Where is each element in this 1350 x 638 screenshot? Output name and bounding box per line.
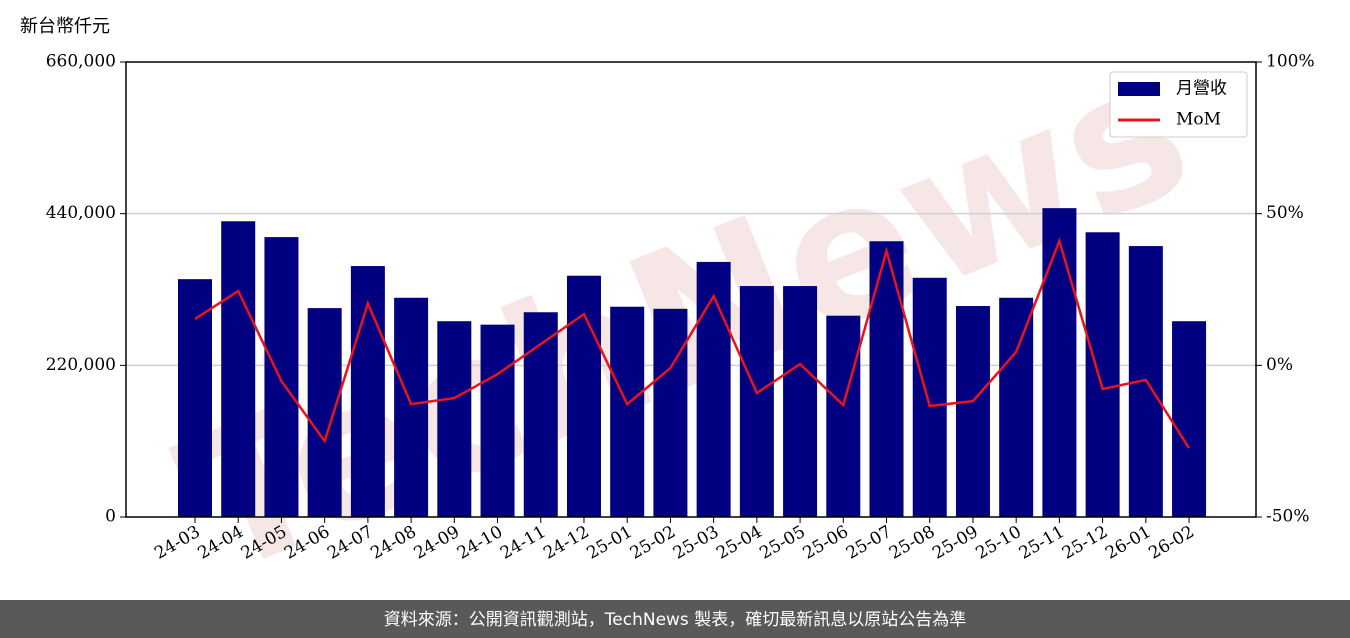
y-tick-label: 220,000: [46, 355, 116, 375]
x-tick-label: 25-08: [886, 522, 938, 564]
bar: [999, 297, 1034, 517]
bar: [566, 275, 601, 517]
bar: [610, 306, 645, 517]
line: [194, 237, 1191, 449]
bar: [221, 221, 256, 517]
y-tick-label: 440,000: [46, 203, 116, 223]
bar: [1172, 321, 1207, 517]
bar: [739, 286, 774, 517]
y-axis-label: 新台幣仟元: [20, 16, 110, 37]
x-tick-label: 25-05: [756, 522, 808, 564]
bar: [264, 237, 299, 517]
x-tick-label: 25-07: [843, 522, 895, 564]
x-tick-label: 25-06: [800, 522, 852, 564]
x-tick-label: 26-01: [1102, 522, 1154, 564]
bar: [394, 297, 429, 517]
x-tick-label: 25-04: [713, 522, 765, 564]
bar: [437, 321, 472, 517]
bar: [1042, 208, 1077, 517]
y2-tick-label: 100%: [1266, 52, 1315, 72]
x-tick-label: 25-09: [929, 522, 981, 564]
x-tick-label: 24-03: [151, 522, 203, 564]
bar: [869, 241, 904, 517]
bar: [783, 286, 818, 517]
legend-label: 月營收: [1176, 79, 1227, 99]
y-tick-label: 660,000: [46, 52, 116, 72]
bar: [1085, 232, 1120, 517]
bar: [307, 308, 342, 517]
x-tick-label: 25-10: [972, 522, 1024, 564]
bar: [480, 324, 515, 517]
x-tick-label: 26-02: [1145, 522, 1197, 564]
legend-swatch: [1118, 82, 1160, 96]
y2-tick-label: -50%: [1266, 507, 1310, 527]
x-tick-label: 24-12: [540, 522, 592, 564]
legend-label: MoM: [1176, 110, 1221, 130]
x-tick-label: 24-11: [497, 522, 549, 564]
x-tick-label: 25-02: [627, 522, 679, 564]
x-tick-label: 25-12: [1059, 522, 1111, 564]
bar: [912, 277, 947, 517]
y2-tick-label: 50%: [1266, 203, 1304, 223]
x-tick-label: 25-01: [584, 522, 636, 564]
footer-bar: [0, 600, 1350, 638]
bar: [523, 312, 558, 517]
x-tick-label: 25-11: [1016, 522, 1068, 564]
bar: [178, 279, 212, 517]
bar: [955, 306, 990, 517]
bar: [653, 308, 688, 517]
x-tick-label: 25-03: [670, 522, 722, 564]
bar: [350, 266, 385, 517]
bar: [696, 261, 731, 517]
y2-tick-label: 0%: [1266, 355, 1293, 375]
x-tick-label: 24-10: [454, 522, 506, 564]
footer: 資料來源：公開資訊觀測站，TechNews 製表，確切最新訊息以原站公告為準: [384, 610, 966, 630]
y-tick-label: 0: [105, 507, 116, 527]
bar: [826, 315, 861, 517]
plot-frame: [125, 61, 1257, 518]
